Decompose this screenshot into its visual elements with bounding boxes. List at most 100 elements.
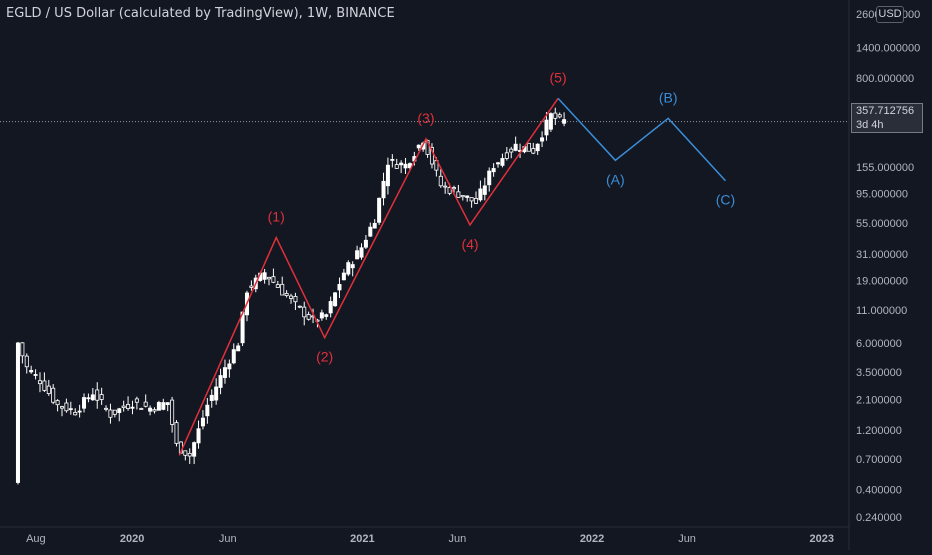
impulse-wave-line	[178, 97, 559, 456]
candle-body	[148, 407, 153, 412]
candle-body	[165, 402, 170, 406]
wave-label: (C)	[716, 192, 735, 208]
candle-body	[328, 301, 333, 314]
wave-label: (1)	[268, 209, 285, 225]
candle-body	[134, 398, 139, 403]
candle-body	[55, 400, 60, 406]
y-tick-label: 0.700000	[856, 454, 902, 466]
candle-body	[51, 387, 56, 403]
candle-body	[205, 404, 210, 417]
candle-body	[170, 399, 175, 425]
candle-body	[368, 226, 373, 237]
candle-body	[333, 292, 338, 307]
y-tick-label: 6.000000	[856, 338, 902, 350]
candle-body	[496, 162, 501, 165]
wave-label: (4)	[461, 236, 478, 252]
candle-body	[64, 402, 69, 412]
candle-body	[385, 164, 390, 187]
candle-body	[37, 380, 42, 385]
candle-body	[513, 143, 518, 151]
candle-body	[249, 285, 254, 288]
candle-body	[156, 402, 161, 411]
candle-body	[227, 363, 232, 370]
candle-body	[451, 187, 456, 190]
y-tick-label: 11.000000	[856, 305, 907, 317]
candle-body	[557, 114, 562, 118]
candle-body	[429, 147, 434, 165]
candle-body	[130, 406, 135, 409]
wave-label: (3)	[417, 110, 434, 126]
candle-body	[438, 175, 443, 187]
candle-body	[531, 148, 536, 154]
candle-body	[200, 417, 205, 427]
x-tick-label: Aug	[26, 533, 46, 545]
candle-body	[231, 349, 236, 364]
candle-body	[262, 272, 267, 280]
chart-title: EGLD / US Dollar (calculated by TradingV…	[6, 6, 395, 21]
candle-body	[174, 422, 179, 444]
candle-body	[359, 247, 364, 258]
candle-body	[377, 197, 382, 223]
wave-label: (B)	[659, 89, 678, 105]
candle-body	[42, 380, 47, 391]
candle-body	[77, 410, 82, 413]
y-tick-label: 19.000000	[856, 275, 908, 287]
candle-body	[443, 185, 448, 188]
candle-body	[20, 342, 25, 357]
x-tick-label: 2020	[120, 533, 144, 545]
candle-body	[121, 405, 126, 409]
x-tick-label: 2021	[350, 533, 374, 545]
last-price-label: 357.712756 3d 4h	[851, 103, 923, 133]
candle-body	[399, 162, 404, 166]
candle-body	[544, 119, 549, 136]
candle-body	[214, 386, 219, 401]
candle-body	[403, 163, 408, 169]
candle-body	[275, 284, 280, 288]
wave-label: (5)	[550, 69, 567, 85]
candle-body	[95, 389, 100, 401]
candle-body	[319, 312, 324, 319]
y-tick-label: 3.500000	[856, 367, 902, 379]
candle-body	[82, 397, 87, 409]
wave-label: (2)	[316, 349, 333, 365]
candle-body	[222, 367, 227, 378]
candle-body	[183, 450, 188, 456]
candle-body	[324, 314, 329, 317]
candle-body	[33, 374, 38, 376]
candle-body	[381, 180, 386, 199]
bar-countdown: 3d 4h	[856, 119, 884, 131]
candle-body	[293, 296, 298, 303]
candle-body	[68, 408, 73, 411]
candle-body	[280, 283, 285, 296]
last-price-value: 357.712756	[856, 105, 915, 117]
candle-body	[15, 342, 20, 483]
wave-label: (A)	[606, 171, 625, 187]
candle-body	[139, 408, 144, 410]
candle-body	[267, 276, 272, 280]
y-tick-label: 31.000000	[856, 249, 908, 261]
candle-body	[126, 404, 131, 409]
candle-body	[209, 394, 214, 401]
y-tick-label: 2.100000	[856, 395, 902, 407]
candle-body	[548, 113, 553, 130]
y-tick-label: 155.000000	[856, 162, 914, 174]
candle-body	[104, 407, 109, 410]
candle-body	[540, 137, 545, 142]
currency-unit-button[interactable]: USD	[876, 6, 904, 23]
candle-body	[456, 191, 461, 198]
candle-body	[553, 112, 558, 119]
candle-body	[187, 452, 192, 457]
candle-body	[526, 142, 531, 152]
candle-body	[469, 197, 474, 202]
candle-body	[355, 250, 360, 260]
candle-body	[509, 148, 514, 153]
candle-body	[350, 264, 355, 269]
candle-body	[192, 442, 197, 457]
candle-body	[60, 406, 65, 409]
candle-body	[297, 305, 302, 308]
candle-body	[86, 397, 91, 400]
y-tick-label: 0.400000	[856, 484, 902, 496]
candle-body	[29, 369, 34, 373]
